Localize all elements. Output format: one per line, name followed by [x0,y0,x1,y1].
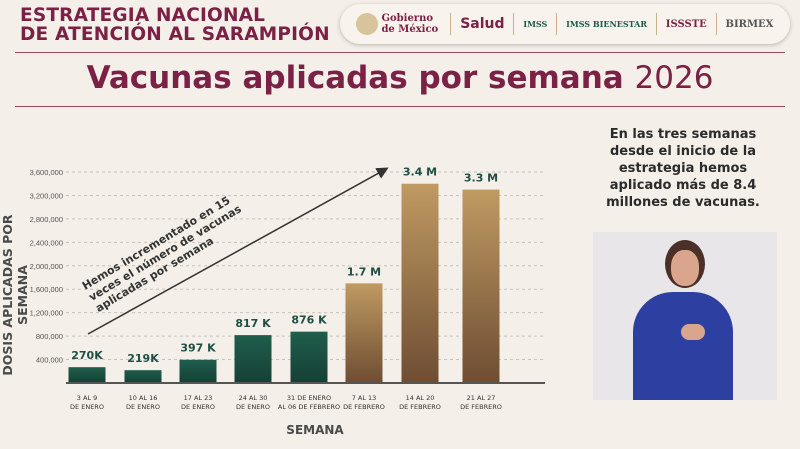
x-tick-label: DE FEBRERO [343,403,385,411]
x-tick-label: 10 AL 16 [129,394,158,402]
x-tick-label: 24 AL 30 [239,394,268,402]
header-line-2: DE ATENCIÓN AL SARAMPIÓN [20,24,330,45]
x-tick-label: 31 DE ENERO [287,394,331,402]
bar [345,283,383,383]
bar [179,359,217,383]
logo-imss: IMSS [523,19,548,29]
data-label: 3.3 M [464,172,498,185]
bar [68,367,106,383]
y-tick-label: 800,000 [36,332,63,341]
data-label: 270K [71,349,103,362]
institution-logos: Gobierno de México Salud IMSS IMSS BIENE… [340,4,790,44]
y-tick-label: 1,200,000 [30,309,63,318]
data-label: 1.7 M [347,265,381,278]
sign-language-interpreter-video [593,232,777,400]
bar [462,189,500,383]
y-tick-label: 1,600,000 [30,285,63,294]
y-tick-label: 2,800,000 [30,215,63,224]
x-tick-label: 3 AL 9 [77,394,97,402]
data-label: 876 K [291,314,327,327]
x-tick-label: 14 AL 20 [406,394,435,402]
x-tick-label: DE FEBRERO [460,403,502,411]
x-tick-label: 21 AL 27 [467,394,496,402]
data-label: 397 K [180,342,216,355]
y-tick-label: 2,400,000 [30,238,63,247]
x-tick-label: AL 06 DE FEBRERO [278,403,340,411]
data-label: 817 K [235,317,271,330]
bar [290,331,328,383]
x-axis-label: SEMANA [286,423,344,437]
data-label: 219K [127,352,159,365]
seal-icon [356,13,379,35]
data-label: 3.4 M [403,166,437,179]
divider [15,106,785,107]
logo-imss-bienestar: IMSS BIENESTAR [566,19,648,29]
bar [234,335,272,383]
logo-birmex: BIRMEX [725,18,774,30]
y-tick-label: 400,000 [36,356,63,365]
x-tick-label: DE FEBRERO [399,403,441,411]
x-tick-label: DE ENERO [70,403,104,411]
bar-chart: 400,000 800,000 1,200,000 1,600,000 2,000,00… [30,166,545,411]
bar [401,183,439,383]
x-tick-label: DE ENERO [181,403,215,411]
header-line-1: ESTRATEGIA NACIONAL [20,5,266,26]
x-tick-label: 7 AL 13 [352,394,377,402]
page-title: Vacunas aplicadas por semana 2026 [86,60,714,96]
logo-gobierno-mexico: Gobierno de México [356,13,441,35]
summary-text: En las tres semanas desde el inicio de l… [606,127,760,210]
logo-salud: Salud [460,16,505,32]
y-tick-label: 3,600,000 [30,168,63,177]
trend-arrow [87,167,389,335]
x-tick-label: 17 AL 23 [184,394,213,402]
y-tick-label: 3,200,000 [30,191,63,200]
x-tick-label: DE ENERO [236,403,270,411]
bar [124,370,162,383]
logo-issste: ISSSTE [665,18,707,30]
x-tick-label: DE ENERO [126,403,160,411]
divider [15,52,785,53]
y-tick-label: 2,000,000 [30,262,63,271]
strategy-header: ESTRATEGIA NACIONAL DE ATENCIÓN AL SARAM… [20,6,330,44]
